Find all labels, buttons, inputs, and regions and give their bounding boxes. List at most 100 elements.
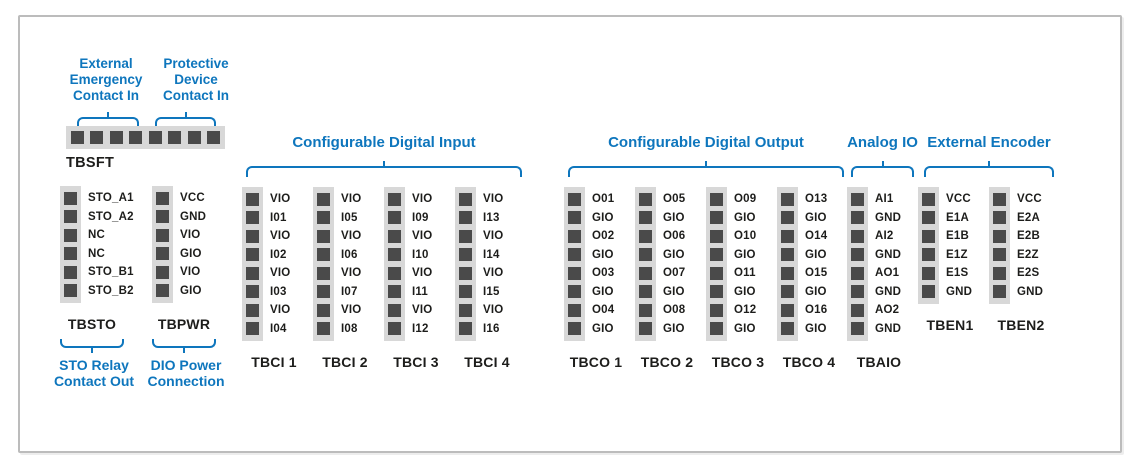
pin-label: STO_A1 [88, 192, 134, 205]
terminal-rows: VIO I05 VIO I06 VIO I07 VIO I08 [313, 187, 377, 341]
pin-square [851, 211, 864, 225]
pin-label: I12 [412, 322, 429, 335]
pin-square [459, 303, 472, 317]
pin-row: VIO [384, 227, 448, 246]
pin-square [459, 266, 472, 280]
pin-row: O16 [777, 301, 841, 320]
pin-square [317, 285, 330, 299]
pin-square [710, 192, 723, 206]
terminal-block-label: TBCO 1 [569, 354, 623, 370]
pin-row: O04 [564, 301, 628, 320]
terminal-block-label: TBSTO [67, 316, 117, 332]
pin-square [781, 285, 794, 299]
terminal-block-label: TBEN1 [926, 317, 974, 333]
pin-square [64, 247, 77, 261]
pin-label: E2Z [1017, 248, 1039, 261]
pin-row: VIO [313, 301, 377, 320]
pin-label: E1S [946, 267, 969, 280]
terminal-block: O01 GIO O02 GIO O03 GIO O04 GIO TBCO 1 [564, 187, 635, 370]
pin-square [129, 131, 143, 144]
pin-row: GIO [635, 320, 699, 339]
pin-label: GND [875, 211, 902, 224]
terminal-strip [384, 187, 405, 341]
terminal-block-label: TBCI 1 [251, 354, 297, 370]
diagram-frame: External Emergency Contact In Protective… [18, 15, 1122, 453]
pin-row: O02 [564, 227, 628, 246]
pin-square [64, 191, 77, 205]
annotation-line: External [79, 56, 133, 71]
pin-label: I15 [483, 285, 500, 298]
pin-label: E2B [1017, 230, 1040, 243]
pin-square [64, 265, 77, 279]
pin-row: I14 [455, 246, 519, 265]
pin-square [568, 229, 581, 243]
pin-label: I05 [341, 211, 358, 224]
terminal-rows: O13 GIO O14 GIO O15 GIO O16 GIO [777, 187, 841, 341]
pin-label: GIO [663, 285, 685, 298]
pin-label: GND [875, 285, 902, 298]
pin-row: O14 [777, 227, 841, 246]
pin-square [781, 229, 794, 243]
pin-square [710, 266, 723, 280]
caption-brace [152, 339, 216, 353]
terminal-rows: O09 GIO O10 GIO O11 GIO O12 GIO [706, 187, 770, 341]
pin-row: STO_A1 [60, 189, 134, 208]
pin-square [388, 285, 401, 299]
annotation-line: Contact In [73, 88, 139, 104]
pin-label: O05 [663, 193, 686, 206]
block-caption: DIO Power Connection [134, 357, 238, 389]
terminal-rows: AI1 GND AI2 GND AO1 GND AO2 GND [847, 187, 911, 341]
terminal-strip [564, 187, 585, 341]
pin-label: VCC [1017, 193, 1042, 206]
pin-row: VIO [242, 227, 306, 246]
pin-square [568, 266, 581, 280]
pin-label: GIO [592, 322, 614, 335]
pin-label: GIO [734, 211, 756, 224]
pin-square [246, 192, 259, 206]
pin-label: VCC [180, 192, 205, 205]
pin-row: GIO [635, 246, 699, 265]
terminal-group: Analog IO AI1 GND AI2 GND AO1 GND AO2 GN… [847, 134, 918, 370]
pin-label: STO_B1 [88, 266, 134, 279]
terminal-rows: VCC E1A E1B E1Z E1S GND [918, 187, 982, 304]
pin-label: VIO [341, 230, 362, 243]
pin-label: STO_A2 [88, 210, 134, 223]
pin-row: I06 [313, 246, 377, 265]
pin-row: VIO [313, 190, 377, 209]
terminal-rows: VCC GND VIO GIO VIO GIO [152, 186, 216, 303]
pin-label: GIO [805, 285, 827, 298]
pin-square [639, 229, 652, 243]
pin-row: I02 [242, 246, 306, 265]
group-header: External Encoder [927, 134, 1051, 151]
pin-row: I04 [242, 320, 306, 339]
pin-label: O14 [805, 230, 828, 243]
pin-square [781, 192, 794, 206]
pin-square [168, 131, 182, 144]
pin-row: E2S [989, 264, 1053, 283]
pin-square [851, 192, 864, 206]
pin-label: GIO [663, 322, 685, 335]
terminal-rows: STO_A1 STO_A2 NC NC STO_B1 STO_B2 [60, 186, 134, 303]
terminal-block: O13 GIO O14 GIO O15 GIO O16 GIO TBCO 4 [777, 187, 848, 370]
pin-label: GIO [180, 284, 202, 297]
pin-label: GIO [734, 285, 756, 298]
pin-label: VIO [483, 193, 504, 206]
terminal-block-label: TBCI 4 [464, 354, 510, 370]
pin-label: I03 [270, 285, 287, 298]
annotation-line: Protective [163, 56, 229, 71]
pin-row: VIO [313, 227, 377, 246]
pin-row: I13 [455, 209, 519, 228]
pin-label: VIO [270, 193, 291, 206]
terminal-block: O05 GIO O06 GIO O07 GIO O08 GIO TBCO 2 [635, 187, 706, 370]
pin-square [317, 248, 330, 262]
annotation-protective-device-contact-in: Protective Device Contact In [144, 56, 248, 105]
pin-square [781, 322, 794, 336]
pin-square [568, 322, 581, 336]
pin-label: VIO [341, 304, 362, 317]
pin-label: GND [946, 285, 973, 298]
terminal-strip [706, 187, 727, 341]
pin-row: I07 [313, 283, 377, 302]
annotation-external-emergency-contact-in: External Emergency Contact In [54, 56, 158, 105]
terminal-block-label: TBCI 2 [322, 354, 368, 370]
pin-square [639, 303, 652, 317]
